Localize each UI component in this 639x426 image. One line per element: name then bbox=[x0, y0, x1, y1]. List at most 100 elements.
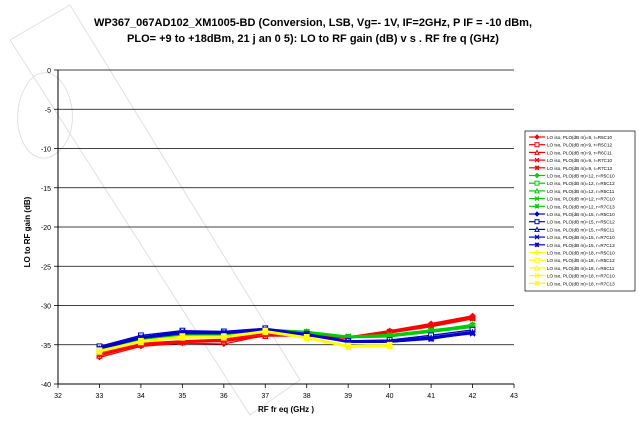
legend-label: LO iso, PLO(dB m)=12, r=R7C10 bbox=[547, 197, 615, 202]
x-tick-label: 39 bbox=[344, 393, 352, 400]
legend-label: LO iso, PLO(dB m)=18, r=R6C11 bbox=[547, 266, 615, 271]
legend-entry: LO iso, PLO(dB m)=18, r=R5C10 bbox=[529, 249, 615, 256]
legend-entry: LO iso, PLO(dB m)=15, r=R7C13 bbox=[529, 242, 615, 248]
legend-label: LO iso, PLO(dB m)=15, r=R5C10 bbox=[547, 212, 615, 217]
legend-entry: LO iso, PLO(dB m)=18, r=R7C10 bbox=[529, 273, 615, 279]
legend-entry: LO iso, PLO(dB m)=15, r=R5C10 bbox=[529, 211, 615, 217]
legend-label: LO iso, PLO(dB m)=12, r=R5C12 bbox=[547, 181, 615, 186]
legend-entry: LO iso, PLO(dB m)=12, r=R5C10 bbox=[529, 172, 615, 179]
legend-entry: LO iso, PLO(dB m)=9, r=R5C10 bbox=[529, 134, 613, 140]
y-axis-label: LO to RF gain (dB) bbox=[23, 196, 32, 267]
y-tick-label: -35 bbox=[41, 343, 51, 350]
series-20 bbox=[96, 329, 393, 355]
x-axis-label: RF fr eq (GHz ) bbox=[258, 405, 314, 414]
legend-label: LO iso, PLO(dB m)=18, r=R7C13 bbox=[547, 281, 615, 286]
x-tick-label: 36 bbox=[220, 393, 228, 400]
data-point bbox=[428, 336, 434, 343]
data-point bbox=[534, 196, 540, 202]
data-point bbox=[534, 273, 540, 279]
x-tick-label: 35 bbox=[178, 393, 186, 400]
x-tick-label: 41 bbox=[427, 393, 435, 400]
data-point bbox=[262, 329, 269, 336]
data-point bbox=[534, 249, 540, 256]
data-point bbox=[386, 343, 393, 350]
legend-label: LO iso, PLO(dB m)=9, r=R5C10 bbox=[547, 135, 613, 140]
legend-entry: LO iso, PLO(dB m)=15, r=R5C12 bbox=[529, 219, 615, 225]
data-point bbox=[534, 280, 540, 286]
legend-entry: LO iso, PLO(dB m)=12, r=R5C12 bbox=[529, 180, 615, 186]
data-point bbox=[96, 348, 103, 355]
legend-entry: LO iso, PLO(dB m)=9, r=R7C13 bbox=[529, 165, 613, 171]
data-point bbox=[534, 187, 540, 194]
series-line bbox=[99, 328, 473, 349]
series-line bbox=[99, 331, 390, 353]
x-tick-label: 43 bbox=[510, 393, 518, 400]
legend-entry: LO iso, PLO(dB m)=9, r=R7C10 bbox=[529, 157, 613, 163]
legend-label: LO iso, PLO(dB m)=9, r=R7C13 bbox=[547, 166, 613, 171]
legend-label: LO iso, PLO(dB m)=9, r=R6C11 bbox=[547, 150, 612, 155]
data-point bbox=[534, 219, 540, 225]
legend-label: LO iso, PLO(dB m)=15, r=R7C13 bbox=[547, 243, 615, 248]
data-point bbox=[345, 344, 352, 350]
y-tick-label: -25 bbox=[41, 264, 51, 271]
series-line bbox=[99, 329, 390, 351]
data-point bbox=[534, 234, 540, 240]
data-point bbox=[179, 339, 186, 346]
data-point bbox=[469, 330, 476, 336]
x-tick-label: 33 bbox=[96, 393, 104, 400]
legend-label: LO iso, PLO(dB m)=15, r=R5C12 bbox=[547, 220, 615, 225]
data-point bbox=[534, 242, 540, 248]
legend-label: LO iso, PLO(dB m)=15, r=R6C11 bbox=[547, 227, 615, 232]
data-point bbox=[534, 157, 540, 163]
legend: LO iso, PLO(dB m)=9, r=R5C10 LO iso, PLO(… bbox=[524, 130, 636, 292]
data-point bbox=[534, 142, 540, 148]
x-tick-label: 42 bbox=[469, 393, 477, 400]
y-tick-label: 0 bbox=[47, 68, 51, 75]
legend-entry: LO iso, PLO(dB m)=9, r=R5C12 bbox=[529, 142, 613, 148]
legend-label: LO iso, PLO(dB m)=12, r=R6C11 bbox=[547, 189, 615, 194]
x-tick-label: 34 bbox=[137, 393, 145, 400]
series-line bbox=[99, 329, 473, 351]
legend-box bbox=[524, 130, 636, 292]
legend-label: LO iso, PLO(dB m)=9, r=R7C10 bbox=[547, 158, 613, 163]
data-point bbox=[534, 264, 540, 271]
data-point bbox=[534, 211, 540, 217]
data-point bbox=[469, 314, 476, 321]
legend-entry: LO iso, PLO(dB m)=9, r=R6C11 bbox=[529, 149, 612, 155]
x-tick-label: 32 bbox=[54, 393, 62, 400]
data-point bbox=[179, 334, 186, 341]
data-point bbox=[534, 165, 540, 171]
legend-entry: LO iso, PLO(dB m)=12, r=R6C11 bbox=[529, 187, 615, 194]
gridlines bbox=[58, 69, 514, 346]
data-point bbox=[534, 180, 540, 186]
y-tick-label: -30 bbox=[41, 304, 51, 311]
legend-entry: LO iso, PLO(dB m)=12, r=R7C13 bbox=[529, 203, 615, 209]
y-tick-label: -40 bbox=[41, 382, 51, 389]
y-tick-label: -15 bbox=[41, 186, 51, 193]
data-point bbox=[534, 134, 540, 140]
legend-label: LO iso, PLO(dB m)=9, r=R5C12 bbox=[547, 143, 613, 148]
data-point bbox=[428, 322, 434, 328]
legend-label: LO iso, PLO(dB m)=18, r=R7C10 bbox=[547, 274, 615, 279]
data-point bbox=[534, 149, 540, 155]
legend-entry: LO iso, PLO(dB m)=18, r=R5C12 bbox=[529, 257, 615, 263]
legend-entry: LO iso, PLO(dB m)=18, r=R6C11 bbox=[529, 264, 615, 271]
y-tick-label: -20 bbox=[41, 225, 51, 232]
legend-label: LO iso, PLO(dB m)=15, r=R7C10 bbox=[547, 235, 615, 240]
x-tick-label: 40 bbox=[386, 393, 394, 400]
series-line bbox=[99, 330, 390, 352]
legend-entry: LO iso, PLO(dB m)=18, r=R7C13 bbox=[529, 280, 615, 286]
legend-label: LO iso, PLO(dB m)=18, r=R5C12 bbox=[547, 258, 615, 263]
legend-label: LO iso, PLO(dB m)=12, r=R5C10 bbox=[547, 174, 615, 179]
legend-label: LO iso, PLO(dB m)=12, r=R7C13 bbox=[547, 204, 615, 209]
watermark-outline bbox=[9, 4, 301, 416]
data-point bbox=[534, 226, 540, 232]
x-tick-label: 37 bbox=[261, 393, 269, 400]
chart-title-line-2: PLO= +9 to +18dBm, 21 j an 0 5): LO to R… bbox=[127, 33, 499, 45]
legend-entry: LO iso, PLO(dB m)=12, r=R7C10 bbox=[529, 196, 615, 202]
legend-label: LO iso, PLO(dB m)=18, r=R5C10 bbox=[547, 251, 615, 256]
data-point bbox=[220, 334, 227, 341]
